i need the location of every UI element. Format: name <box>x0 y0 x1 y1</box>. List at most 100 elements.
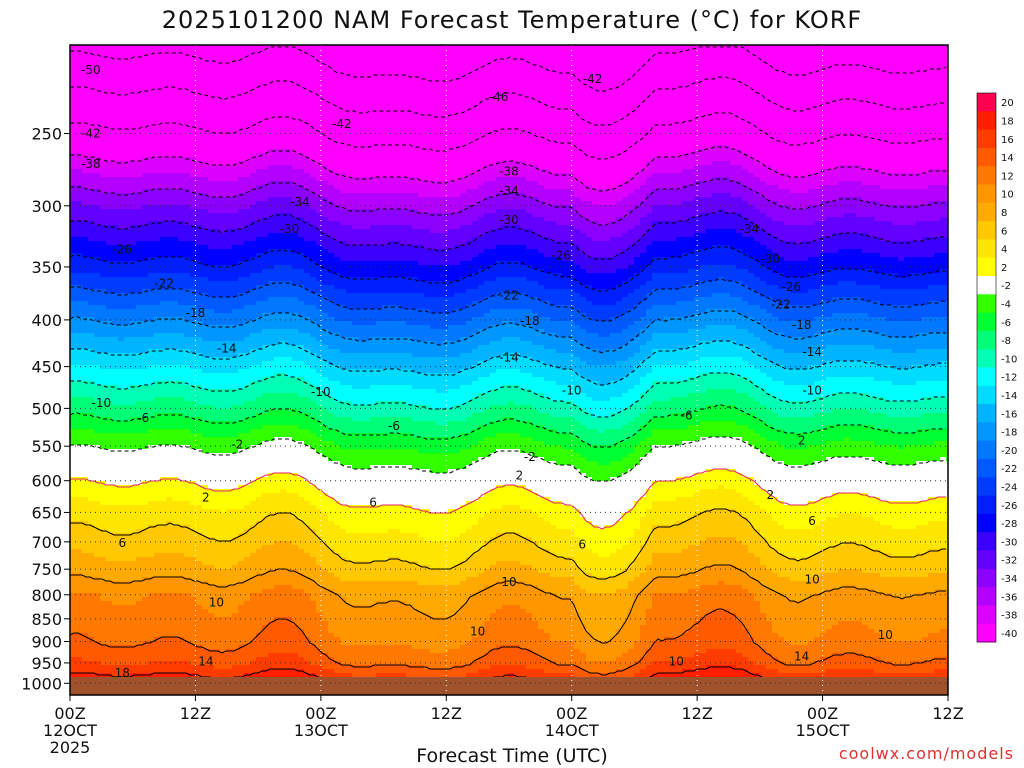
y-tick-label: 850 <box>31 610 62 629</box>
colorbar-label: -18 <box>1001 428 1017 439</box>
colorbar-swatch <box>977 551 996 570</box>
contour-label: -42 <box>332 117 352 131</box>
contour-label: 10 <box>470 625 485 639</box>
y-tick-label: 750 <box>31 560 62 579</box>
colorbar-swatch <box>977 294 996 313</box>
contour-label: -2 <box>231 438 243 452</box>
contour-label: -6 <box>137 411 149 425</box>
colorbar-label: -16 <box>1001 409 1017 420</box>
contour-label: -14 <box>802 345 822 359</box>
contour-label: -10 <box>311 385 331 399</box>
colorbar-swatch <box>977 203 996 222</box>
contour-label: 10 <box>804 573 819 587</box>
colorbar-label: -2 <box>1001 281 1011 292</box>
colorbar-label: -20 <box>1001 446 1017 457</box>
colorbar-swatch <box>977 422 996 441</box>
contour-label: 14 <box>794 650 809 664</box>
y-axis: 2503003504004505005506006507007508008509… <box>21 124 70 693</box>
colorbar-label: 10 <box>1001 190 1014 201</box>
contour-label: 10 <box>501 575 516 589</box>
contour-label: -18 <box>186 306 206 320</box>
colorbar-label: -28 <box>1001 519 1017 530</box>
y-tick-label: 1000 <box>21 674 62 693</box>
contour-label: -30 <box>499 213 519 227</box>
colorbar-label: -38 <box>1001 611 1017 622</box>
contour-label: 6 <box>118 536 126 550</box>
contour-label: -10 <box>92 396 112 410</box>
contour-label: -38 <box>499 164 519 178</box>
colorbar-swatch <box>977 624 996 643</box>
colorbar-swatch <box>977 331 996 350</box>
contour-label: -46 <box>489 90 509 104</box>
ground-surface <box>70 677 948 695</box>
colorbar-swatch <box>977 276 996 295</box>
x-tick-label: 12Z <box>681 704 712 723</box>
colorbar-label: -10 <box>1001 354 1017 365</box>
colorbar: 2018161412108642-2-4-6-8-10-12-14-16-18-… <box>977 93 1017 643</box>
colorbar-label: 8 <box>1001 208 1007 219</box>
colorbar-swatch <box>977 258 996 277</box>
contour-label: -10 <box>802 384 822 398</box>
x-tick-label: 12Z <box>180 704 211 723</box>
contour-label: -42 <box>81 126 101 140</box>
colorbar-swatch <box>977 111 996 130</box>
colorbar-label: 14 <box>1001 153 1014 164</box>
colorbar-label: -24 <box>1001 482 1017 493</box>
contour-label: 6 <box>369 496 377 510</box>
contour-label: -38 <box>81 157 101 171</box>
contour-label: -34 <box>290 195 310 209</box>
contour-label: -14 <box>217 342 237 356</box>
contour-label: 2 <box>516 468 524 482</box>
y-tick-label: 800 <box>31 586 62 605</box>
colorbar-label: -14 <box>1001 391 1017 402</box>
colorbar-swatch <box>977 587 996 606</box>
colorbar-swatch <box>977 514 996 533</box>
y-tick-label: 700 <box>31 533 62 552</box>
contour-label: 2 <box>798 433 806 447</box>
contour-label: -22 <box>499 288 519 302</box>
contour-label: -26 <box>551 248 571 262</box>
credit-text: coolwx.com/models <box>839 744 1014 763</box>
colorbar-swatch <box>977 386 996 405</box>
colorbar-label: 12 <box>1001 171 1014 182</box>
contour-label: -50 <box>81 63 101 77</box>
colorbar-swatch <box>977 605 996 624</box>
colorbar-swatch <box>977 130 996 149</box>
colorbar-swatch <box>977 313 996 332</box>
colorbar-swatch <box>977 532 996 551</box>
y-tick-label: 900 <box>31 632 62 651</box>
contour-label: 18 <box>115 666 130 680</box>
y-tick-label: 600 <box>31 472 62 491</box>
contour-label: 10 <box>669 654 684 668</box>
colorbar-label: -6 <box>1001 318 1011 329</box>
colorbar-swatch <box>977 148 996 167</box>
colorbar-label: -12 <box>1001 373 1017 384</box>
contour-label: -14 <box>499 351 519 365</box>
contour-label: 2 <box>766 488 774 502</box>
y-tick-label: 550 <box>31 437 62 456</box>
x-tick-label: 12Z <box>431 704 462 723</box>
contour-label: -22 <box>771 298 791 312</box>
colorbar-swatch <box>977 221 996 240</box>
colorbar-label: 2 <box>1001 263 1007 274</box>
colorbar-label: 20 <box>1001 98 1014 109</box>
y-tick-label: 300 <box>31 197 62 216</box>
contour-label: -34 <box>740 222 760 236</box>
y-tick-label: 500 <box>31 399 62 418</box>
contour-label: -2 <box>524 450 536 464</box>
colorbar-label: 6 <box>1001 226 1007 237</box>
y-tick-label: 250 <box>31 124 62 143</box>
colorbar-swatch <box>977 368 996 387</box>
contour-label: -26 <box>781 280 801 294</box>
y-tick-label: 400 <box>31 311 62 330</box>
contour-label: -26 <box>112 243 132 257</box>
colorbar-swatch <box>977 404 996 423</box>
colorbar-swatch <box>977 239 996 258</box>
contour-label: -42 <box>583 72 603 86</box>
x-tick-label: 12Z <box>932 704 963 723</box>
colorbar-swatch <box>977 93 996 112</box>
contour-label: -10 <box>562 384 582 398</box>
contour-label: -18 <box>792 318 812 332</box>
contour-label: 2 <box>202 491 210 505</box>
